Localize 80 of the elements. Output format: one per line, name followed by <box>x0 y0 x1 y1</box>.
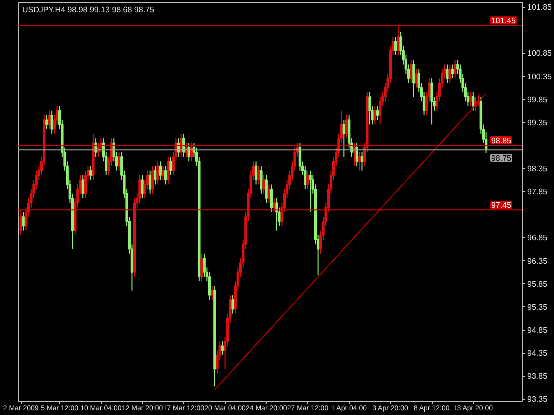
candlestick <box>164 166 168 186</box>
candlestick <box>167 156 170 186</box>
y-tick-label: 94.85 <box>528 326 548 336</box>
candlestick <box>200 253 204 282</box>
ref-line-label: 98.75 <box>491 154 512 164</box>
candlestick <box>397 25 400 56</box>
candlestick <box>162 166 165 181</box>
candlestick <box>448 64 452 84</box>
y-tick-label: 99.35 <box>528 118 548 128</box>
y-tick-label: 96.35 <box>528 256 548 266</box>
candlestick <box>410 60 413 84</box>
candlestick <box>446 64 449 84</box>
candlestick <box>159 161 162 181</box>
candlestick <box>469 92 472 107</box>
candlestick <box>203 253 206 278</box>
candlestick <box>154 166 157 186</box>
candlestick <box>20 210 22 236</box>
y-tick-label: 95.85 <box>528 280 548 289</box>
candlestick <box>358 152 362 172</box>
candlestick <box>342 120 346 158</box>
candlestick <box>170 156 172 176</box>
candlestick <box>309 170 312 213</box>
candlestick <box>82 174 84 200</box>
candlestick <box>258 166 260 186</box>
candlestick <box>188 142 190 162</box>
candlestick <box>472 92 475 112</box>
y-tick-label: 100.35 <box>528 72 553 82</box>
y-tick-label: 98.35 <box>528 164 548 174</box>
candlestick <box>360 152 364 172</box>
candlestick <box>208 272 212 301</box>
candlestick <box>379 96 382 126</box>
candlestick <box>50 110 54 134</box>
y-tick-label: 99.85 <box>528 95 548 104</box>
candlestick <box>345 115 348 140</box>
candlestick <box>374 106 377 126</box>
candlestick <box>454 60 457 80</box>
candlestick <box>152 166 154 194</box>
candlestick <box>356 142 358 167</box>
ref-line-label: 101.45 <box>491 16 517 26</box>
candlestick <box>84 170 88 200</box>
candlestick <box>22 212 26 232</box>
candlestick <box>148 170 152 194</box>
candlestick <box>376 106 380 121</box>
candlestick <box>304 166 307 190</box>
candlestick <box>46 115 48 130</box>
y-tick-label: 94.35 <box>528 349 548 358</box>
candlestick <box>48 110 51 130</box>
candlestick <box>368 92 372 126</box>
candlestick <box>273 198 276 213</box>
y-tick-label: 97.85 <box>528 188 548 197</box>
chart-title: USDJPY,H4 98.98 99.13 98.68 98.75 <box>22 6 155 14</box>
candlestick <box>270 184 274 213</box>
candlestick <box>451 64 454 80</box>
candlestick <box>156 161 160 186</box>
ref-line-label: 97.45 <box>491 201 512 210</box>
candlestick <box>138 174 142 204</box>
candlestick <box>141 174 144 200</box>
y-tick-label: 95.35 <box>528 302 548 312</box>
candlestick <box>276 198 278 232</box>
y-tick-label: 96.85 <box>528 234 548 243</box>
candlestick <box>415 68 418 88</box>
candlestick <box>262 174 266 194</box>
candlestick <box>306 170 310 190</box>
candlestick <box>232 294 234 314</box>
ref-line-label: 98.85 <box>491 136 512 146</box>
candlestick <box>90 166 92 181</box>
candlestick <box>265 174 268 204</box>
candlestick <box>118 152 121 172</box>
candlestick <box>394 36 398 56</box>
candlestick <box>254 161 258 186</box>
candlestick <box>211 286 214 301</box>
candlestick <box>221 341 224 356</box>
candlestick <box>260 166 263 194</box>
y-tick-label: 93.35 <box>528 395 548 404</box>
y-tick-label: 93.85 <box>528 372 548 382</box>
candlestick <box>412 60 416 98</box>
y-tick-label: 101.85 <box>528 3 553 12</box>
candlestick <box>430 78 434 126</box>
candlestick <box>268 184 271 204</box>
y-tick-label: 100.85 <box>528 49 553 58</box>
